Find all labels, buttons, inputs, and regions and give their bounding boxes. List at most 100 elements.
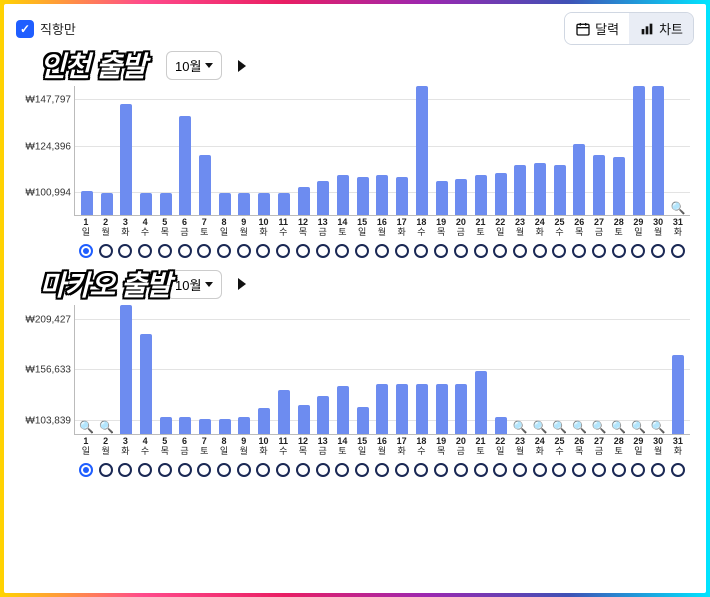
bar-slot[interactable]	[215, 86, 235, 215]
bar-slot[interactable]	[274, 86, 294, 215]
day-selector-dot[interactable]	[454, 463, 468, 477]
bar-slot[interactable]	[432, 86, 452, 215]
day-selector-dot[interactable]	[316, 244, 330, 258]
bar-slot[interactable]	[176, 86, 196, 215]
bar-slot[interactable]	[333, 86, 353, 215]
day-selector-dot[interactable]	[79, 244, 93, 258]
day-selector-dot[interactable]	[474, 463, 488, 477]
day-selector-dot[interactable]	[316, 463, 330, 477]
bar-slot[interactable]	[116, 86, 136, 215]
search-icon[interactable]: 🔍	[631, 420, 646, 434]
bar-slot[interactable]	[254, 305, 274, 434]
day-selector-dot[interactable]	[671, 463, 685, 477]
day-selector-dot[interactable]	[592, 244, 606, 258]
day-selector-dot[interactable]	[296, 244, 310, 258]
search-icon[interactable]: 🔍	[592, 420, 607, 434]
day-selector-dot[interactable]	[158, 244, 172, 258]
day-selector-dot[interactable]	[375, 244, 389, 258]
bar-slot[interactable]: 🔍	[510, 305, 530, 434]
bar-slot[interactable]	[215, 305, 235, 434]
bar-slot[interactable]: 🔍	[609, 305, 629, 434]
day-selector-dot[interactable]	[237, 463, 251, 477]
bar-slot[interactable]	[550, 86, 570, 215]
bar-slot[interactable]	[195, 305, 215, 434]
bar-slot[interactable]	[471, 305, 491, 434]
day-selector-dot[interactable]	[118, 244, 132, 258]
day-selector-dot[interactable]	[533, 244, 547, 258]
bar-slot[interactable]: 🔍	[648, 305, 668, 434]
day-selector-dot[interactable]	[533, 463, 547, 477]
bar-slot[interactable]	[570, 86, 590, 215]
bar-slot[interactable]: 🔍	[530, 305, 550, 434]
bar-slot[interactable]	[235, 305, 255, 434]
day-selector-dot[interactable]	[276, 463, 290, 477]
month-selector[interactable]: 10월	[166, 270, 222, 299]
calendar-view-button[interactable]: 달력	[565, 13, 629, 44]
bar-slot[interactable]	[333, 305, 353, 434]
bar-slot[interactable]	[530, 86, 550, 215]
bar-slot[interactable]	[116, 305, 136, 434]
search-icon[interactable]: 🔍	[670, 201, 685, 215]
bar-slot[interactable]	[176, 305, 196, 434]
bar-slot[interactable]: 🔍	[77, 305, 97, 434]
bar-slot[interactable]	[274, 305, 294, 434]
bar-slot[interactable]	[353, 305, 373, 434]
bar-slot[interactable]	[254, 86, 274, 215]
bar-slot[interactable]	[136, 305, 156, 434]
bar-slot[interactable]	[491, 305, 511, 434]
bar-slot[interactable]	[313, 305, 333, 434]
day-selector-dot[interactable]	[118, 463, 132, 477]
bar-slot[interactable]	[294, 305, 314, 434]
bar-slot[interactable]: 🔍	[629, 305, 649, 434]
bar-slot[interactable]	[313, 86, 333, 215]
day-selector-dot[interactable]	[276, 244, 290, 258]
search-icon[interactable]: 🔍	[572, 420, 587, 434]
day-selector-dot[interactable]	[395, 244, 409, 258]
bar-slot[interactable]	[629, 86, 649, 215]
bar-slot[interactable]	[432, 305, 452, 434]
day-selector-dot[interactable]	[493, 463, 507, 477]
day-selector-dot[interactable]	[256, 463, 270, 477]
day-selector-dot[interactable]	[572, 463, 586, 477]
search-icon[interactable]: 🔍	[533, 420, 548, 434]
day-selector-dot[interactable]	[355, 244, 369, 258]
bar-slot[interactable]	[294, 86, 314, 215]
bar-slot[interactable]	[136, 86, 156, 215]
search-icon[interactable]: 🔍	[79, 420, 94, 434]
bar-slot[interactable]	[392, 305, 412, 434]
day-selector-dot[interactable]	[513, 463, 527, 477]
day-selector-dot[interactable]	[631, 463, 645, 477]
day-selector-dot[interactable]	[99, 463, 113, 477]
bar-slot[interactable]	[392, 86, 412, 215]
day-selector-dot[interactable]	[197, 244, 211, 258]
bar-slot[interactable]	[353, 86, 373, 215]
day-selector-dot[interactable]	[296, 463, 310, 477]
day-selector-dot[interactable]	[414, 244, 428, 258]
bar-slot[interactable]	[589, 86, 609, 215]
day-selector-dot[interactable]	[434, 244, 448, 258]
bar-slot[interactable]	[156, 86, 176, 215]
bar-slot[interactable]	[648, 86, 668, 215]
day-selector-dot[interactable]	[395, 463, 409, 477]
bar-slot[interactable]: 🔍	[550, 305, 570, 434]
day-selector-dot[interactable]	[79, 463, 93, 477]
bar-slot[interactable]	[412, 305, 432, 434]
day-selector-dot[interactable]	[178, 244, 192, 258]
day-selector-dot[interactable]	[513, 244, 527, 258]
direct-only-checkbox[interactable]: ✓ 직항만	[16, 19, 76, 38]
day-selector-dot[interactable]	[552, 463, 566, 477]
bar-slot[interactable]	[373, 86, 393, 215]
bar-slot[interactable]: 🔍	[97, 305, 117, 434]
bar-slot[interactable]	[97, 86, 117, 215]
day-selector-dot[interactable]	[414, 463, 428, 477]
day-selector-dot[interactable]	[434, 463, 448, 477]
bar-slot[interactable]: 🔍	[668, 86, 688, 215]
day-selector-dot[interactable]	[474, 244, 488, 258]
day-selector-dot[interactable]	[671, 244, 685, 258]
day-selector-dot[interactable]	[217, 244, 231, 258]
search-icon[interactable]: 🔍	[552, 420, 567, 434]
day-selector-dot[interactable]	[355, 463, 369, 477]
day-selector-dot[interactable]	[375, 463, 389, 477]
chart-view-button[interactable]: 차트	[629, 13, 693, 44]
bar-slot[interactable]	[156, 305, 176, 434]
